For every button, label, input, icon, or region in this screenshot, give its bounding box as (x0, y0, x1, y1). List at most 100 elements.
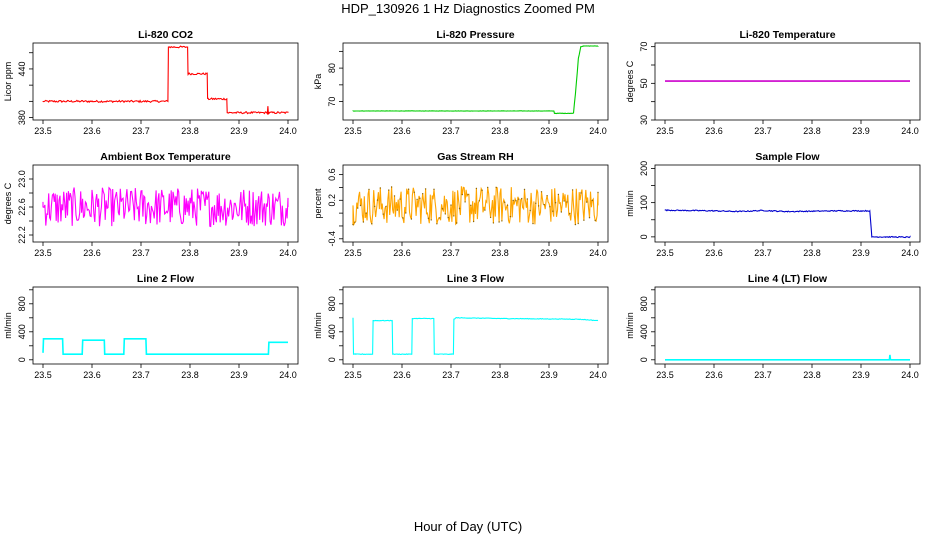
y-tick-label: 30 (639, 115, 649, 125)
series-point (357, 207, 359, 209)
series-point (430, 219, 432, 221)
series-point (352, 223, 354, 226)
x-tick-label: 23.9 (230, 126, 248, 136)
series-point (583, 219, 585, 221)
series-point (405, 212, 407, 214)
series-line (42, 186, 289, 228)
series-point (506, 204, 509, 206)
plot-frame (654, 286, 921, 365)
y-tick-label: 200 (639, 161, 649, 176)
series-point (413, 191, 415, 193)
y-tick-label: 400 (17, 324, 27, 339)
panel-title: Line 4 (LT) Flow (748, 273, 828, 285)
y-axis-label: degrees C (3, 182, 13, 224)
series-point (501, 220, 503, 222)
series-point (574, 223, 577, 226)
chart-panel: Ambient Box Temperature degrees C 23.5 23.6… (3, 151, 299, 258)
y-tick-label: 0 (327, 357, 337, 362)
chart-panel: Li-820 CO2 Licor ppm 23.5 23.6 23.7 23.8 23.9 2… (3, 29, 299, 136)
series-point (382, 213, 384, 215)
series-line (352, 317, 599, 356)
chart-panel: Li-820 Pressure kPa 23.5 23.6 23.7 23.8 23.9 24… (313, 29, 609, 136)
x-tick-label: 23.7 (442, 248, 460, 258)
chart-panel: Line 3 Flow ml/min 23.5 23.6 23.7 23.8 23.9 24.… (313, 273, 609, 380)
series-point (362, 221, 365, 223)
series-point (410, 218, 413, 220)
series-point (489, 216, 492, 219)
chart-panel: Gas Stream RH percent 23.5 23.6 23.7 23.8 23.9… (313, 151, 609, 258)
series-point (393, 195, 396, 197)
x-tick-label: 23.5 (656, 248, 674, 258)
y-tick-label: 22.6 (17, 198, 27, 216)
x-tick-label: 23.8 (181, 370, 199, 380)
x-tick-label: 24.0 (279, 248, 297, 258)
series-point (368, 188, 370, 191)
x-tick-label: 23.7 (132, 126, 150, 136)
x-tick-label: 23.6 (393, 248, 411, 258)
series-point (515, 200, 517, 202)
y-axis-label: ml/min (625, 312, 635, 339)
series-point (526, 198, 528, 200)
series-point (385, 205, 387, 208)
series-point (379, 187, 381, 189)
series-point (365, 212, 367, 214)
series-point (444, 213, 446, 215)
series-point (450, 204, 452, 206)
chart-panel: Line 2 Flow ml/min 23.5 23.6 23.7 23.8 23.9 24.… (3, 273, 299, 380)
series-point (532, 222, 534, 225)
x-tick-label: 24.0 (901, 370, 919, 380)
x-tick-label: 23.8 (491, 126, 509, 136)
series-point (396, 209, 398, 211)
series-point (588, 217, 591, 219)
series-point (563, 200, 565, 202)
series-point (475, 187, 478, 190)
x-tick-label: 23.5 (34, 248, 52, 258)
y-axis-label: kPa (313, 74, 323, 90)
y-tick-label: 0.6 (327, 168, 337, 181)
y-axis-label: ml/min (313, 312, 323, 339)
y-tick-label: 400 (639, 324, 649, 339)
series-line (42, 45, 289, 116)
series-point (433, 188, 435, 190)
series-point (557, 193, 560, 196)
x-tick-label: 24.0 (589, 370, 607, 380)
series-point (498, 221, 500, 223)
panel-title: Line 2 Flow (137, 273, 195, 285)
series-point (470, 204, 472, 206)
x-tick-label: 23.8 (491, 248, 509, 258)
series-point (521, 198, 523, 200)
series-point (580, 192, 582, 194)
series-line (352, 186, 599, 227)
x-tick-label: 23.5 (344, 370, 362, 380)
y-tick-label: 70 (639, 42, 649, 52)
panel-title: Li-820 Pressure (436, 29, 514, 41)
y-tick-label: 23.0 (17, 170, 27, 188)
series-point (518, 198, 520, 200)
plot-frame (342, 42, 609, 121)
x-tick-label: 23.6 (705, 370, 723, 380)
x-tick-label: 23.5 (34, 126, 52, 136)
y-tick-label: -0.4 (327, 231, 337, 247)
y-tick-label: 22.2 (17, 226, 27, 244)
x-tick-label: 24.0 (279, 126, 297, 136)
series-point (402, 217, 404, 219)
panel-title: Li-820 Temperature (739, 29, 835, 41)
y-tick-label: 70 (327, 97, 337, 107)
series-point (441, 208, 444, 210)
series-point (594, 219, 596, 222)
series-point (481, 189, 483, 191)
chart-panel: Li-820 Temperature degrees C 23.5 23.6 23.7 2… (625, 29, 921, 136)
series-point (552, 210, 554, 212)
x-tick-label: 23.5 (344, 126, 362, 136)
series-point (509, 215, 512, 218)
y-tick-label: 0 (639, 357, 649, 362)
series-point (439, 217, 441, 219)
series-point (458, 207, 461, 210)
series-point (571, 189, 574, 191)
x-tick-label: 23.7 (442, 126, 460, 136)
x-tick-label: 24.0 (279, 370, 297, 380)
series-point (512, 199, 514, 202)
x-tick-label: 23.7 (754, 126, 772, 136)
x-tick-label: 23.9 (540, 126, 558, 136)
series-point (537, 205, 540, 207)
